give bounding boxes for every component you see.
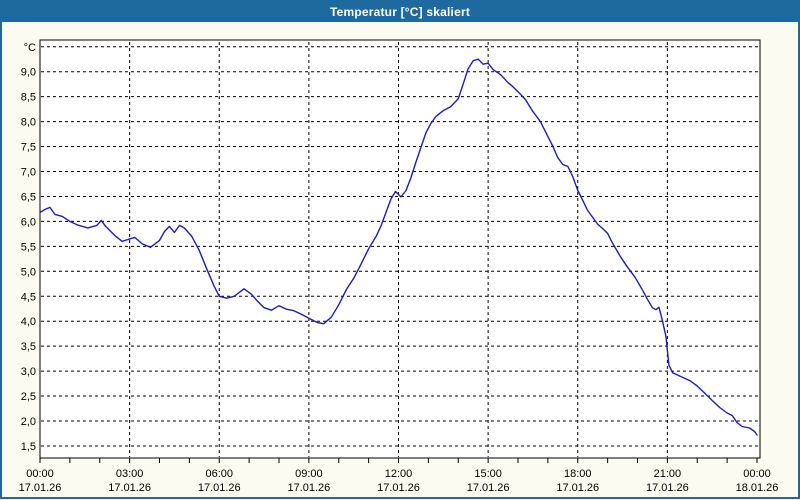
- x-axis-date-label: 17.01.26: [377, 482, 420, 494]
- y-axis-label: 3,0: [21, 366, 36, 378]
- y-axis-label: 6,0: [21, 216, 36, 228]
- window-title: Temperatur [°C] skaliert: [329, 5, 471, 19]
- x-axis-date-label: 17.01.26: [646, 482, 689, 494]
- y-axis-label: 3,5: [21, 341, 36, 353]
- x-axis-date-label: 17.01.26: [467, 482, 510, 494]
- x-axis-time-label: 00:00: [743, 468, 771, 480]
- y-axis-label: 1,5: [21, 441, 36, 453]
- y-axis-label: 9,0: [21, 67, 36, 79]
- x-axis-date-label: 17.01.26: [198, 482, 241, 494]
- x-axis-time-label: 09:00: [295, 468, 323, 480]
- x-axis-date-label: 17.01.26: [108, 482, 151, 494]
- plot-frame: [39, 39, 761, 459]
- x-axis-date-label: 17.01.26: [556, 482, 599, 494]
- x-axis-time-label: 06:00: [205, 468, 233, 480]
- y-axis-label: 8,0: [21, 117, 36, 129]
- y-axis-label: 4,5: [21, 291, 36, 303]
- y-axis-label: 7,5: [21, 142, 36, 154]
- y-axis-label: 2,5: [21, 391, 36, 403]
- x-axis-time-label: 00:00: [26, 468, 54, 480]
- window-titlebar[interactable]: Temperatur [°C] skaliert: [2, 2, 798, 22]
- y-axis-label: 4,0: [21, 316, 36, 328]
- y-axis-label: 2,0: [21, 416, 36, 428]
- x-axis-date-label: 17.01.26: [287, 482, 330, 494]
- y-axis-label: 7,0: [21, 167, 36, 179]
- x-axis-time-label: 15:00: [474, 468, 502, 480]
- x-axis-time-label: 21:00: [654, 468, 682, 480]
- x-axis-time-label: 18:00: [564, 468, 592, 480]
- y-axis-label: 8,5: [21, 92, 36, 104]
- y-axis-label: 5,5: [21, 241, 36, 253]
- x-axis-time-label: 12:00: [385, 468, 413, 480]
- y-axis-label: 6,5: [21, 191, 36, 203]
- x-axis-date-label: 18.01.26: [736, 482, 779, 494]
- x-axis-time-label: 03:00: [116, 468, 144, 480]
- x-axis-date-label: 17.01.26: [19, 482, 62, 494]
- y-axis-unit-label: °C: [24, 42, 36, 54]
- temperature-line: [39, 58, 758, 436]
- plot-background: [40, 40, 760, 458]
- y-axis-label: 5,0: [21, 266, 36, 278]
